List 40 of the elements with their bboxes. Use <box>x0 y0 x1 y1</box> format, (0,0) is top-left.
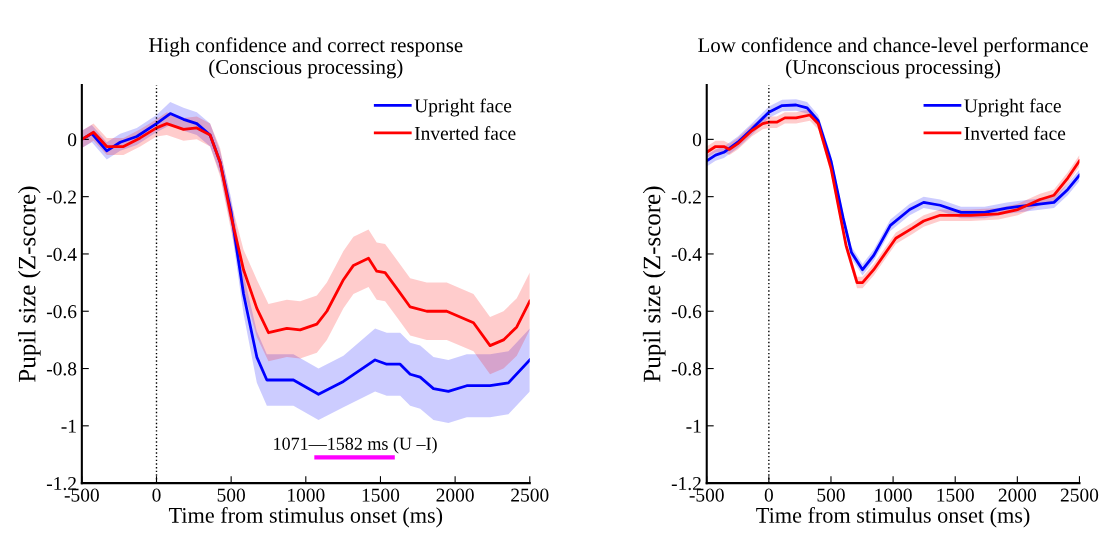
y-tick-label: -0.4 <box>46 247 77 261</box>
y-tick-label: 0 <box>692 133 702 147</box>
y-axis-title: Pupil size (Z-score) <box>17 186 41 382</box>
y-tick-label: -1 <box>686 419 701 433</box>
chart-subtitle: (Unconscious processing) <box>786 59 1001 79</box>
x-tick-label: 2500 <box>511 488 549 502</box>
x-tick-label: 0 <box>152 488 161 502</box>
y-tick-label: -0.4 <box>671 247 702 261</box>
y-tick-label: -1.2 <box>46 476 76 491</box>
x-tick-label: -500 <box>64 488 99 502</box>
legend-label: Upright face <box>964 98 1061 117</box>
legend-label: Inverted face <box>414 126 516 140</box>
chart-title: High confidence and correct response <box>149 37 463 57</box>
x-tick-label: 1000 <box>288 488 325 502</box>
x-tick-label: 500 <box>817 488 845 502</box>
chart-subtitle: (Conscious processing) <box>209 59 403 79</box>
y-tick-label: -0.6 <box>46 305 77 319</box>
x-tick-label: 2000 <box>998 488 1037 502</box>
legend-label: Upright face <box>414 98 512 117</box>
chart-title: Low confidence and chance-level performance <box>698 37 1088 57</box>
y-tick-label: 0 <box>68 133 77 147</box>
x-tick-label: 0 <box>764 488 773 502</box>
y-tick-label: -0.2 <box>46 190 76 204</box>
y-axis-title: Pupil size (Z-score) <box>642 186 666 382</box>
y-tick-label: -0.8 <box>46 362 77 376</box>
x-axis-title: Time from stimulus onset (ms) <box>756 507 1030 528</box>
x-tick-label: 1500 <box>362 488 400 502</box>
x-tick-label: 1000 <box>875 488 912 502</box>
x-tick-label: 2500 <box>1060 488 1099 502</box>
y-tick-label: -0.6 <box>671 305 702 319</box>
y-tick-label: -1 <box>61 419 76 433</box>
x-tick-label: 500 <box>217 488 245 502</box>
y-tick-label: -0.8 <box>671 362 702 376</box>
x-tick-label: 2000 <box>436 488 474 502</box>
legend-label: Inverted face <box>964 126 1066 140</box>
x-tick-label: 1500 <box>937 488 974 502</box>
y-tick-label: -0.2 <box>671 190 701 204</box>
annotation: 1071—1582 ms (U –I) <box>274 437 437 454</box>
x-tick-label: -500 <box>689 488 724 502</box>
x-axis-title: Time from stimulus onset (ms) <box>168 507 443 528</box>
